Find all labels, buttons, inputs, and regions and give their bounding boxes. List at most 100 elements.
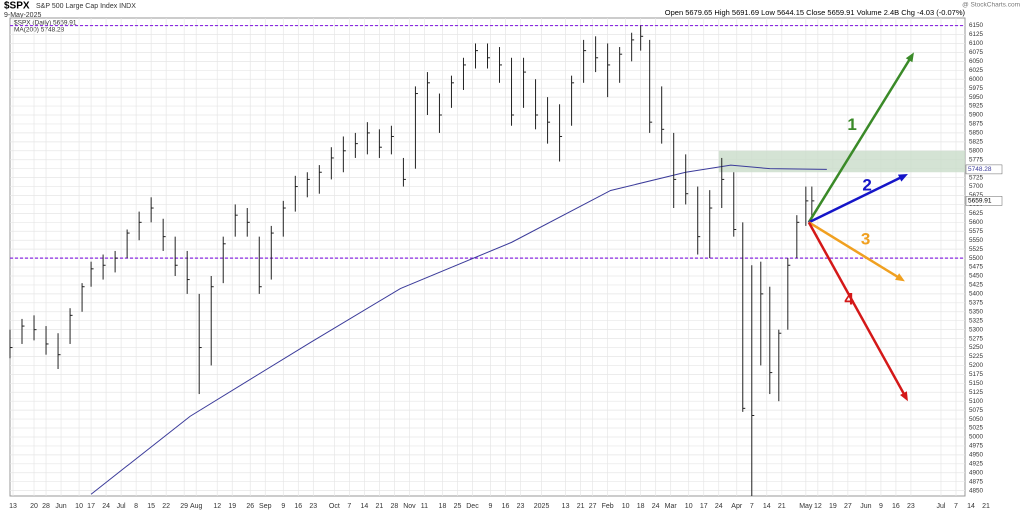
x-tick-label: 13 — [9, 503, 17, 510]
x-tick-label: 8 — [134, 503, 138, 510]
x-tick-label: 7 — [347, 503, 351, 510]
x-tick-label: Feb — [602, 503, 614, 510]
y-tick-label: 5600 — [969, 219, 984, 226]
y-tick-label: 5900 — [969, 112, 984, 119]
y-tick-label: 5100 — [969, 398, 984, 405]
x-tick-label: 19 — [829, 503, 837, 510]
x-tick-label: Jun — [55, 503, 66, 510]
x-tick-label: 17 — [700, 503, 708, 510]
y-tick-label: 5850 — [969, 130, 984, 137]
y-tick-label: 6150 — [969, 22, 984, 29]
x-tick-label: Jul — [117, 503, 126, 510]
y-tick-label: 5025 — [969, 425, 984, 432]
x-tick-label: 10 — [75, 503, 83, 510]
y-tick-label: 5400 — [969, 291, 984, 298]
y-tick-label: 5450 — [969, 273, 984, 280]
x-tick-label: Nov — [403, 503, 416, 510]
y-tick-label: 5425 — [969, 282, 984, 289]
y-tick-label: 6000 — [969, 76, 984, 83]
x-tick-label: 14 — [967, 503, 975, 510]
x-tick-label: 2025 — [534, 503, 550, 510]
x-tick-label: 16 — [892, 503, 900, 510]
price-legend: $SPX (Daily) 5659.91 — [14, 20, 77, 27]
x-tick-label: Apr — [731, 503, 743, 510]
y-tick-label: 5300 — [969, 326, 984, 333]
x-tick-label: 12 — [213, 503, 221, 510]
price-label: 5659.91 — [968, 198, 992, 205]
x-tick-label: 18 — [637, 503, 645, 510]
y-tick-label: 5950 — [969, 94, 984, 101]
x-tick-label: 23 — [517, 503, 525, 510]
chart-title: $SPX — [4, 1, 30, 12]
y-tick-label: 6050 — [969, 58, 984, 65]
price-label-box — [965, 164, 1003, 175]
y-tick-label: 5325 — [969, 317, 984, 324]
x-tick-label: 14 — [763, 503, 771, 510]
x-tick-label: 29 — [180, 503, 188, 510]
x-tick-label: 28 — [42, 503, 50, 510]
y-tick-label: 5200 — [969, 362, 984, 369]
y-tick-label: 5250 — [969, 344, 984, 351]
arrow-label: 1 — [847, 115, 856, 134]
x-tick-label: 9 — [879, 503, 883, 510]
y-tick-label: 5775 — [969, 156, 984, 163]
y-tick-label: 5725 — [969, 174, 984, 181]
x-tick-label: 7 — [750, 503, 754, 510]
y-tick-label: 5500 — [969, 255, 984, 262]
x-tick-label: Jul — [936, 503, 945, 510]
y-tick-label: 5475 — [969, 264, 984, 271]
x-tick-label: 19 — [228, 503, 236, 510]
x-tick-label: 23 — [907, 503, 915, 510]
y-tick-label: 5125 — [969, 389, 984, 396]
y-tick-label: 5625 — [969, 210, 984, 217]
x-tick-label: 27 — [844, 503, 852, 510]
x-tick-label: 7 — [954, 503, 958, 510]
scenario-arrow — [807, 56, 912, 223]
arrow-head — [900, 391, 908, 402]
x-tick-label: Jun — [860, 503, 871, 510]
x-tick-label: 11 — [421, 503, 428, 510]
x-tick-label: Oct — [329, 503, 340, 510]
x-tick-label: 21 — [982, 503, 990, 510]
y-tick-label: 5150 — [969, 380, 984, 387]
x-tick-label: 28 — [391, 503, 399, 510]
resistance-zone — [718, 150, 965, 173]
x-tick-label: Sep — [259, 503, 272, 510]
y-tick-label: 5000 — [969, 434, 984, 441]
x-tick-label: 14 — [360, 503, 368, 510]
y-tick-label: 5875 — [969, 121, 984, 128]
y-tick-label: 4925 — [969, 460, 984, 467]
x-tick-label: 24 — [102, 503, 110, 510]
y-tick-label: 5350 — [969, 308, 984, 315]
arrow-head — [905, 52, 914, 63]
y-tick-label: 4950 — [969, 452, 984, 459]
y-tick-label: 5175 — [969, 371, 984, 378]
x-tick-label: 22 — [162, 503, 170, 510]
x-tick-label: 17 — [87, 503, 95, 510]
x-tick-label: May — [799, 503, 813, 510]
date: 9-May-2025 — [4, 12, 41, 19]
x-tick-label: 9 — [489, 503, 493, 510]
price-label: 5748.28 — [968, 166, 992, 173]
x-tick-label: 13 — [562, 503, 570, 510]
y-tick-label: 5675 — [969, 192, 984, 199]
x-tick-label: 20 — [30, 503, 38, 510]
y-tick-label: 6025 — [969, 67, 984, 74]
y-tick-label: 5575 — [969, 228, 984, 235]
arrow-label: 4 — [844, 289, 854, 308]
quote: Open 5679.65 High 5691.69 Low 5644.15 Cl… — [665, 8, 966, 17]
y-tick-label: 6075 — [969, 49, 984, 56]
y-tick-label: 4975 — [969, 443, 984, 450]
y-tick-label: 5050 — [969, 416, 984, 423]
x-tick-label: 27 — [589, 503, 597, 510]
y-tick-label: 5925 — [969, 103, 984, 110]
x-tick-label: 24 — [652, 503, 660, 510]
scenario-arrow — [808, 221, 901, 280]
scenario-arrow — [808, 175, 904, 224]
y-tick-label: 5075 — [969, 407, 984, 414]
y-tick-label: 5525 — [969, 246, 984, 253]
y-tick-label: 5800 — [969, 147, 984, 154]
x-tick-label: 25 — [454, 503, 462, 510]
y-tick-label: 4875 — [969, 478, 984, 485]
price-label-box — [965, 196, 1003, 206]
